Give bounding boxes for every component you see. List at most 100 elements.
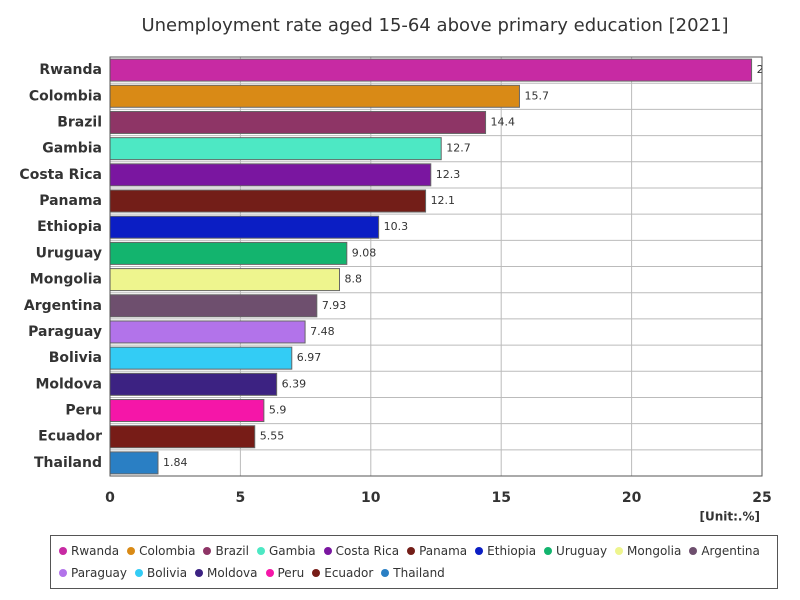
y-tick-label: Moldova [35, 376, 102, 392]
legend-label: Panama [419, 544, 468, 558]
legend-marker [265, 569, 274, 577]
legend-item[interactable]: Ecuador [312, 562, 373, 584]
value-label: 8.8 [345, 273, 363, 286]
value-label: 5.9 [269, 404, 287, 417]
bar [110, 346, 293, 370]
bar [110, 294, 318, 318]
chart: Unemployment rate aged 15-64 above prima… [19, 15, 782, 524]
legend-item[interactable]: Colombia [127, 540, 195, 562]
legend-item[interactable]: Brazil [203, 540, 249, 562]
legend-item[interactable]: Moldova [195, 562, 258, 584]
y-tick-label: Uruguay [36, 245, 102, 261]
value-label: 5.55 [260, 430, 285, 443]
legend: Rwanda Colombia Brazil Gambia Costa Rica Pana… [50, 535, 778, 589]
plot-area: 24.6 15.7 14.4 12.7 12.3 12.1 10.3 9.08 8.8 7.93 7… [110, 57, 782, 477]
x-tick-label: 10 [361, 490, 381, 506]
legend-label: Ethiopia [487, 544, 537, 558]
legend-marker [381, 569, 390, 577]
legend-item[interactable]: Ethiopia [475, 540, 536, 562]
legend-label: Peru [277, 566, 305, 580]
bar [110, 320, 306, 344]
legend-label: Bolivia [147, 566, 188, 580]
bar [110, 372, 278, 396]
legend-label: Moldova [207, 566, 258, 580]
value-label: 24.6 [757, 63, 782, 76]
x-tick-label: 5 [236, 490, 246, 506]
value-label: 12.1 [431, 194, 456, 207]
bar [110, 399, 265, 423]
bar [110, 163, 432, 187]
legend-item[interactable]: Uruguay [544, 540, 607, 562]
legend-marker [203, 547, 212, 555]
legend-label: Paraguay [71, 566, 128, 580]
legend-marker [544, 547, 553, 555]
bar [110, 241, 348, 265]
y-tick-label: Rwanda [39, 62, 102, 78]
legend-label: Argentina [701, 544, 760, 558]
legend-label: Colombia [139, 544, 196, 558]
legend-item[interactable]: Thailand [381, 562, 445, 584]
value-label: 12.7 [446, 142, 471, 155]
legend-label: Thailand [393, 566, 445, 580]
bar [110, 58, 753, 82]
value-label: 12.3 [436, 168, 461, 181]
value-label: 6.39 [282, 377, 307, 390]
legend-item[interactable]: Panama [407, 540, 467, 562]
value-label: 6.97 [297, 351, 322, 364]
y-tick-label: Peru [65, 403, 102, 419]
legend-marker [135, 569, 144, 577]
legend-marker [615, 547, 624, 555]
legend-item[interactable]: Bolivia [135, 562, 187, 584]
y-tick-label: Brazil [57, 114, 102, 130]
legend-marker [256, 547, 265, 555]
y-tick-label: Colombia [29, 88, 102, 104]
legend-marker [195, 569, 204, 577]
bar [110, 451, 159, 475]
legend-item[interactable]: Peru [265, 562, 305, 584]
plot-border [109, 56, 763, 477]
value-label: 9.08 [352, 246, 377, 259]
y-tick-label: Paraguay [28, 324, 102, 340]
x-tick-label: 0 [105, 490, 115, 506]
legend-item[interactable]: Rwanda [59, 540, 119, 562]
bar [110, 268, 341, 292]
value-label: 1.84 [163, 456, 188, 469]
legend-marker [127, 547, 136, 555]
bar [110, 425, 256, 449]
chart-title: Unemployment rate aged 15-64 above prima… [141, 15, 728, 36]
legend-marker [323, 547, 332, 555]
y-tick-label: Bolivia [49, 350, 102, 366]
bar [110, 189, 427, 213]
legend-item[interactable]: Argentina [689, 540, 760, 562]
legend-marker [475, 547, 484, 555]
legend-item[interactable]: Paraguay [59, 562, 127, 584]
legend-label: Mongolia [627, 544, 682, 558]
legend-item[interactable]: Costa Rica [323, 540, 400, 562]
y-tick-label: Costa Rica [19, 167, 102, 183]
y-tick-label: Thailand [34, 455, 102, 471]
x-tick-label: 25 [752, 490, 771, 506]
value-label: 15.7 [524, 89, 549, 102]
legend-marker [59, 569, 67, 577]
value-label: 10.3 [384, 220, 409, 233]
legend-label: Rwanda [71, 544, 120, 558]
legend-label: Uruguay [556, 544, 608, 558]
legend-label: Brazil [215, 544, 249, 558]
y-tick-label: Argentina [24, 298, 102, 314]
bar [110, 110, 487, 134]
legend-label: Gambia [268, 544, 316, 558]
x-tick-label: 20 [622, 490, 642, 506]
x-tick-label: 15 [491, 490, 510, 506]
legend-marker [689, 547, 698, 555]
legend-marker [312, 569, 321, 577]
value-label: 7.93 [322, 299, 347, 312]
y-tick-label: Ecuador [38, 429, 102, 445]
y-tick-label: Panama [39, 193, 102, 209]
y-tick-label: Ethiopia [37, 219, 102, 235]
bar [110, 215, 380, 239]
y-tick-label: Mongolia [30, 272, 102, 288]
legend-item[interactable]: Mongolia [615, 540, 681, 562]
legend-item[interactable]: Gambia [256, 540, 316, 562]
bar [110, 137, 442, 161]
legend-label: Costa Rica [335, 544, 400, 558]
